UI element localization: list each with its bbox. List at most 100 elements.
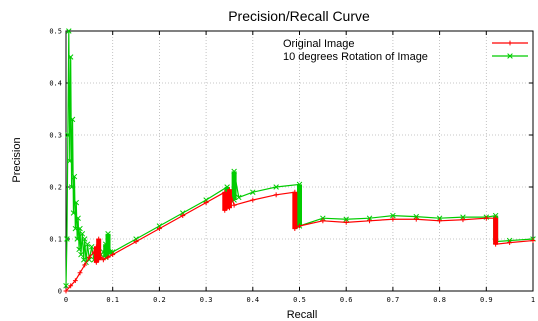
data-point	[297, 223, 302, 229]
x-tick-label: 0.7	[387, 296, 400, 304]
chart-title: Precision/Recall Curve	[228, 8, 370, 24]
y-axis-label: Precision	[11, 137, 23, 182]
data-point	[93, 260, 99, 265]
data-point	[76, 246, 82, 253]
data-point	[74, 236, 80, 242]
y-tick-label: 0	[58, 288, 62, 296]
data-point	[292, 226, 298, 231]
data-point	[413, 216, 419, 222]
data-point	[68, 283, 74, 289]
x-tick-label: 0.4	[246, 296, 259, 304]
data-point	[96, 257, 102, 263]
data-point	[88, 244, 95, 250]
data-point	[320, 215, 326, 221]
data-point	[493, 241, 499, 247]
data-point	[222, 189, 228, 195]
data-point	[460, 214, 466, 220]
data-point	[250, 197, 256, 203]
legend-swatch-marker	[507, 53, 513, 59]
data-point	[72, 278, 78, 283]
data-point	[227, 205, 232, 211]
data-point	[292, 189, 298, 195]
data-point	[86, 254, 92, 260]
data-point	[65, 132, 71, 138]
data-point	[73, 199, 80, 206]
data-point	[102, 241, 109, 247]
legend-swatch-marker	[507, 40, 513, 46]
data-point	[77, 270, 83, 276]
data-point	[107, 249, 114, 255]
series-original-image	[63, 187, 536, 294]
data-point	[413, 213, 420, 220]
data-point	[367, 218, 372, 224]
data-point	[366, 215, 373, 221]
data-point	[436, 215, 443, 221]
data-point	[64, 236, 70, 242]
grid	[66, 31, 533, 291]
data-point	[227, 187, 232, 192]
data-point	[75, 215, 81, 221]
data-point	[63, 288, 69, 294]
data-point	[273, 192, 279, 198]
data-point	[79, 231, 86, 237]
data-point	[105, 231, 111, 237]
data-point	[100, 249, 107, 255]
data-point	[67, 54, 74, 60]
data-point	[390, 216, 396, 222]
legend-label: 10 degrees Rotation of Image	[283, 51, 428, 63]
x-tick-label: 0.9	[480, 296, 493, 304]
x-tick-label: 0	[64, 296, 68, 304]
data-point	[231, 168, 237, 175]
y-tick-label: 0.3	[49, 132, 62, 140]
data-point	[157, 226, 162, 231]
data-point	[483, 215, 489, 221]
x-axis-ticks: 0 0.1 0.2 0.3 0.4 0.5 0.6 0.7 0.8 0.9 1	[64, 31, 535, 304]
x-tick-label: 0.6	[340, 296, 353, 304]
data-point	[390, 212, 396, 219]
data-point	[63, 283, 69, 289]
data-point	[110, 252, 116, 257]
x-tick-label: 1	[531, 296, 535, 304]
data-point	[507, 240, 513, 246]
y-tick-label: 0.1	[49, 236, 62, 244]
data-point	[77, 225, 83, 232]
data-point	[460, 217, 466, 223]
data-point	[98, 254, 104, 260]
x-axis-label: Recall	[287, 309, 318, 321]
data-point	[78, 251, 84, 258]
data-point	[231, 202, 237, 208]
y-tick-label: 0.4	[49, 80, 62, 88]
x-tick-label: 0.1	[106, 296, 119, 304]
data-point	[81, 236, 88, 242]
y-tick-label: 0.5	[49, 28, 62, 36]
y-tick-label: 0.2	[49, 184, 62, 192]
data-point	[320, 218, 326, 224]
x-tick-label: 0.3	[200, 296, 213, 304]
x-tick-label: 0.2	[153, 296, 166, 304]
x-tick-label: 0.5	[293, 296, 306, 304]
data-point	[493, 215, 499, 221]
data-point	[492, 212, 499, 219]
data-point	[250, 189, 256, 195]
data-point	[82, 262, 88, 268]
data-point	[203, 200, 209, 205]
data-point	[66, 28, 72, 34]
data-point	[273, 184, 279, 190]
data-point	[236, 194, 242, 201]
data-point	[180, 213, 186, 218]
data-point	[343, 219, 349, 225]
data-point	[296, 181, 303, 188]
data-point	[71, 173, 78, 180]
data-point	[100, 257, 106, 263]
data-point	[93, 244, 99, 250]
data-point	[222, 208, 228, 213]
data-point	[133, 239, 139, 244]
data-point	[224, 184, 230, 190]
data-point	[530, 238, 536, 243]
data-point	[86, 257, 93, 263]
legend-label: Original Image	[283, 38, 355, 50]
data-point	[343, 216, 349, 222]
